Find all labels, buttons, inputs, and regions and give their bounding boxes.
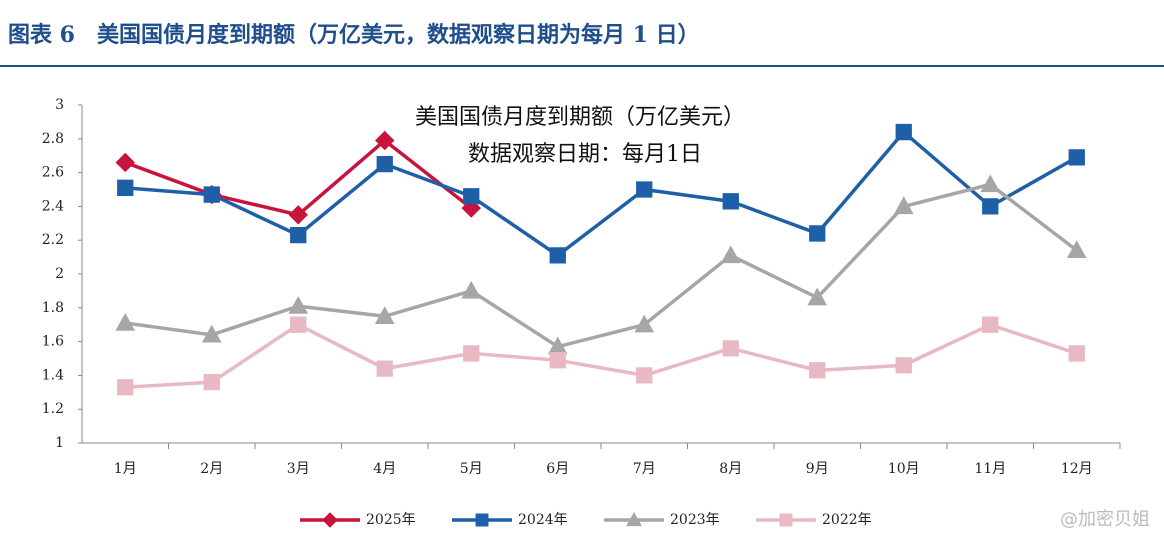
legend-marker — [779, 513, 793, 527]
page-header-title: 图表 6 美国国债月度到期额（万亿美元，数据观察日期为每月 1 日） — [8, 22, 700, 48]
series-line — [125, 182, 1078, 349]
legend-marker — [475, 513, 489, 527]
y-tick-label: 2.4 — [42, 198, 64, 214]
y-tick-label: 3 — [55, 97, 64, 113]
series-line — [125, 322, 1078, 389]
marker — [288, 205, 308, 225]
marker — [982, 316, 999, 333]
marker — [203, 374, 220, 391]
legend-marker — [322, 512, 338, 528]
marker — [203, 186, 220, 203]
x-tick-label: 12月 — [1061, 461, 1093, 477]
marker — [290, 226, 307, 244]
marker — [634, 314, 655, 333]
marker — [982, 198, 999, 215]
y-tick-label: 2.8 — [42, 131, 64, 147]
x-tick-label: 7月 — [633, 461, 656, 477]
marker — [549, 247, 566, 264]
x-tick-label: 5月 — [460, 461, 483, 477]
marker — [376, 156, 393, 173]
x-tick-label: 2月 — [200, 461, 223, 477]
marker — [290, 316, 307, 333]
series-line — [125, 129, 1078, 258]
y-tick-label: 1.8 — [42, 300, 64, 316]
marker — [463, 345, 480, 362]
legend-label: 2025年 — [366, 512, 416, 528]
marker — [895, 357, 912, 374]
marker — [117, 379, 134, 396]
x-tick-label: 9月 — [806, 461, 829, 477]
marker — [807, 287, 828, 306]
y-tick-label: 1.6 — [42, 334, 64, 350]
marker — [115, 152, 135, 173]
legend-marker — [626, 511, 642, 527]
y-tick-label: 1.2 — [42, 401, 64, 417]
x-tick-label: 10月 — [888, 461, 920, 477]
marker — [636, 181, 653, 198]
legend-label: 2023年 — [670, 512, 720, 528]
marker — [1068, 345, 1085, 362]
marker — [549, 352, 566, 369]
x-tick-label: 8月 — [719, 461, 742, 477]
legend-label: 2022年 — [822, 512, 872, 528]
watermark: @加密贝姐 — [1060, 509, 1150, 530]
x-tick-label: 3月 — [287, 461, 310, 477]
marker — [636, 367, 653, 384]
y-tick-label: 2.2 — [42, 232, 64, 248]
x-tick-label: 6月 — [546, 461, 569, 477]
marker — [722, 193, 739, 210]
chart-title: 美国国债月度到期额（万亿美元） — [415, 105, 745, 130]
marker — [201, 324, 222, 343]
legend-label: 2024年 — [518, 512, 568, 528]
marker — [1066, 240, 1087, 259]
y-tick-label: 2 — [55, 266, 64, 282]
chart-subtitle: 数据观察日期：每月1日 — [468, 142, 702, 167]
marker — [374, 306, 395, 324]
marker — [375, 130, 395, 151]
marker — [980, 174, 1001, 193]
x-tick-label: 1月 — [114, 461, 137, 477]
marker — [722, 340, 739, 357]
y-tick-label: 1.4 — [42, 367, 64, 383]
marker — [461, 280, 482, 299]
y-tick-label: 2.6 — [42, 165, 64, 181]
marker — [376, 360, 393, 377]
marker — [893, 196, 914, 215]
marker — [463, 188, 480, 205]
marker — [895, 123, 912, 141]
marker — [1068, 149, 1085, 166]
x-tick-label: 4月 — [373, 461, 396, 477]
marker — [809, 362, 826, 379]
marker — [115, 312, 136, 331]
x-tick-label: 11月 — [974, 461, 1006, 477]
y-tick-label: 1 — [55, 435, 64, 451]
marker — [117, 179, 134, 196]
marker — [288, 296, 309, 314]
marker — [720, 245, 741, 264]
marker — [809, 225, 826, 242]
